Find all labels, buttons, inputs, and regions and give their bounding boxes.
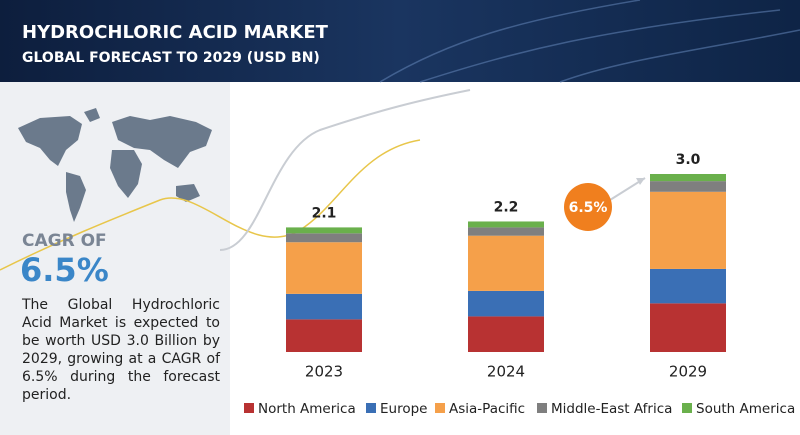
legend-label: Europe: [380, 401, 427, 417]
header-background: [0, 0, 800, 82]
bar-segment: [286, 319, 362, 352]
world-map: [18, 108, 212, 222]
bar-segment: [468, 235, 544, 291]
bar-segment: [468, 316, 544, 352]
header-decoration: [379, 0, 800, 83]
cagr-label: CAGR OF: [22, 231, 107, 251]
trend-arrow-head: [636, 178, 645, 185]
bar-segment: [650, 191, 726, 269]
subtitle: GLOBAL FORECAST TO 2029 (USD BN): [22, 50, 320, 66]
legend-swatch: [435, 403, 445, 413]
bar-segment: [286, 242, 362, 294]
cagr-bubble-label: 6.5%: [569, 200, 608, 216]
bar-segment: [286, 293, 362, 320]
legend-swatch: [244, 403, 254, 413]
bar-segment: [468, 221, 544, 228]
cagr-value: 6.5%: [20, 251, 109, 289]
legend-label: South America: [696, 401, 795, 417]
total-label: 2.1: [312, 205, 337, 221]
bar-segment: [468, 227, 544, 236]
total-label: 2.2: [494, 199, 519, 215]
bar-segment: [650, 303, 726, 352]
legend-swatch: [682, 403, 692, 413]
description: The Global Hydrochloric Acid Market is e…: [22, 297, 220, 403]
bar-segment: [650, 181, 726, 192]
bar-segment: [286, 233, 362, 243]
legend-label: Asia-Pacific: [449, 401, 525, 417]
bar-segment: [286, 227, 362, 234]
total-label: 3.0: [676, 152, 701, 168]
x-tick-label: 2024: [487, 363, 525, 381]
decorative-curve: [0, 139, 421, 271]
legend-swatch: [366, 403, 376, 413]
legend-label: North America: [258, 401, 356, 417]
cagr-bubble: [564, 183, 612, 231]
bar-segment: [650, 268, 726, 304]
x-tick-label: 2023: [305, 363, 343, 381]
decorative-curve: [219, 89, 471, 251]
bar-segment: [468, 290, 544, 317]
legend-swatch: [537, 403, 547, 413]
title: HYDROCHLORIC ACID MARKET: [22, 22, 329, 43]
legend-label: Middle-East Africa: [551, 401, 672, 417]
bar-segment: [650, 174, 726, 182]
x-tick-label: 2029: [669, 363, 707, 381]
